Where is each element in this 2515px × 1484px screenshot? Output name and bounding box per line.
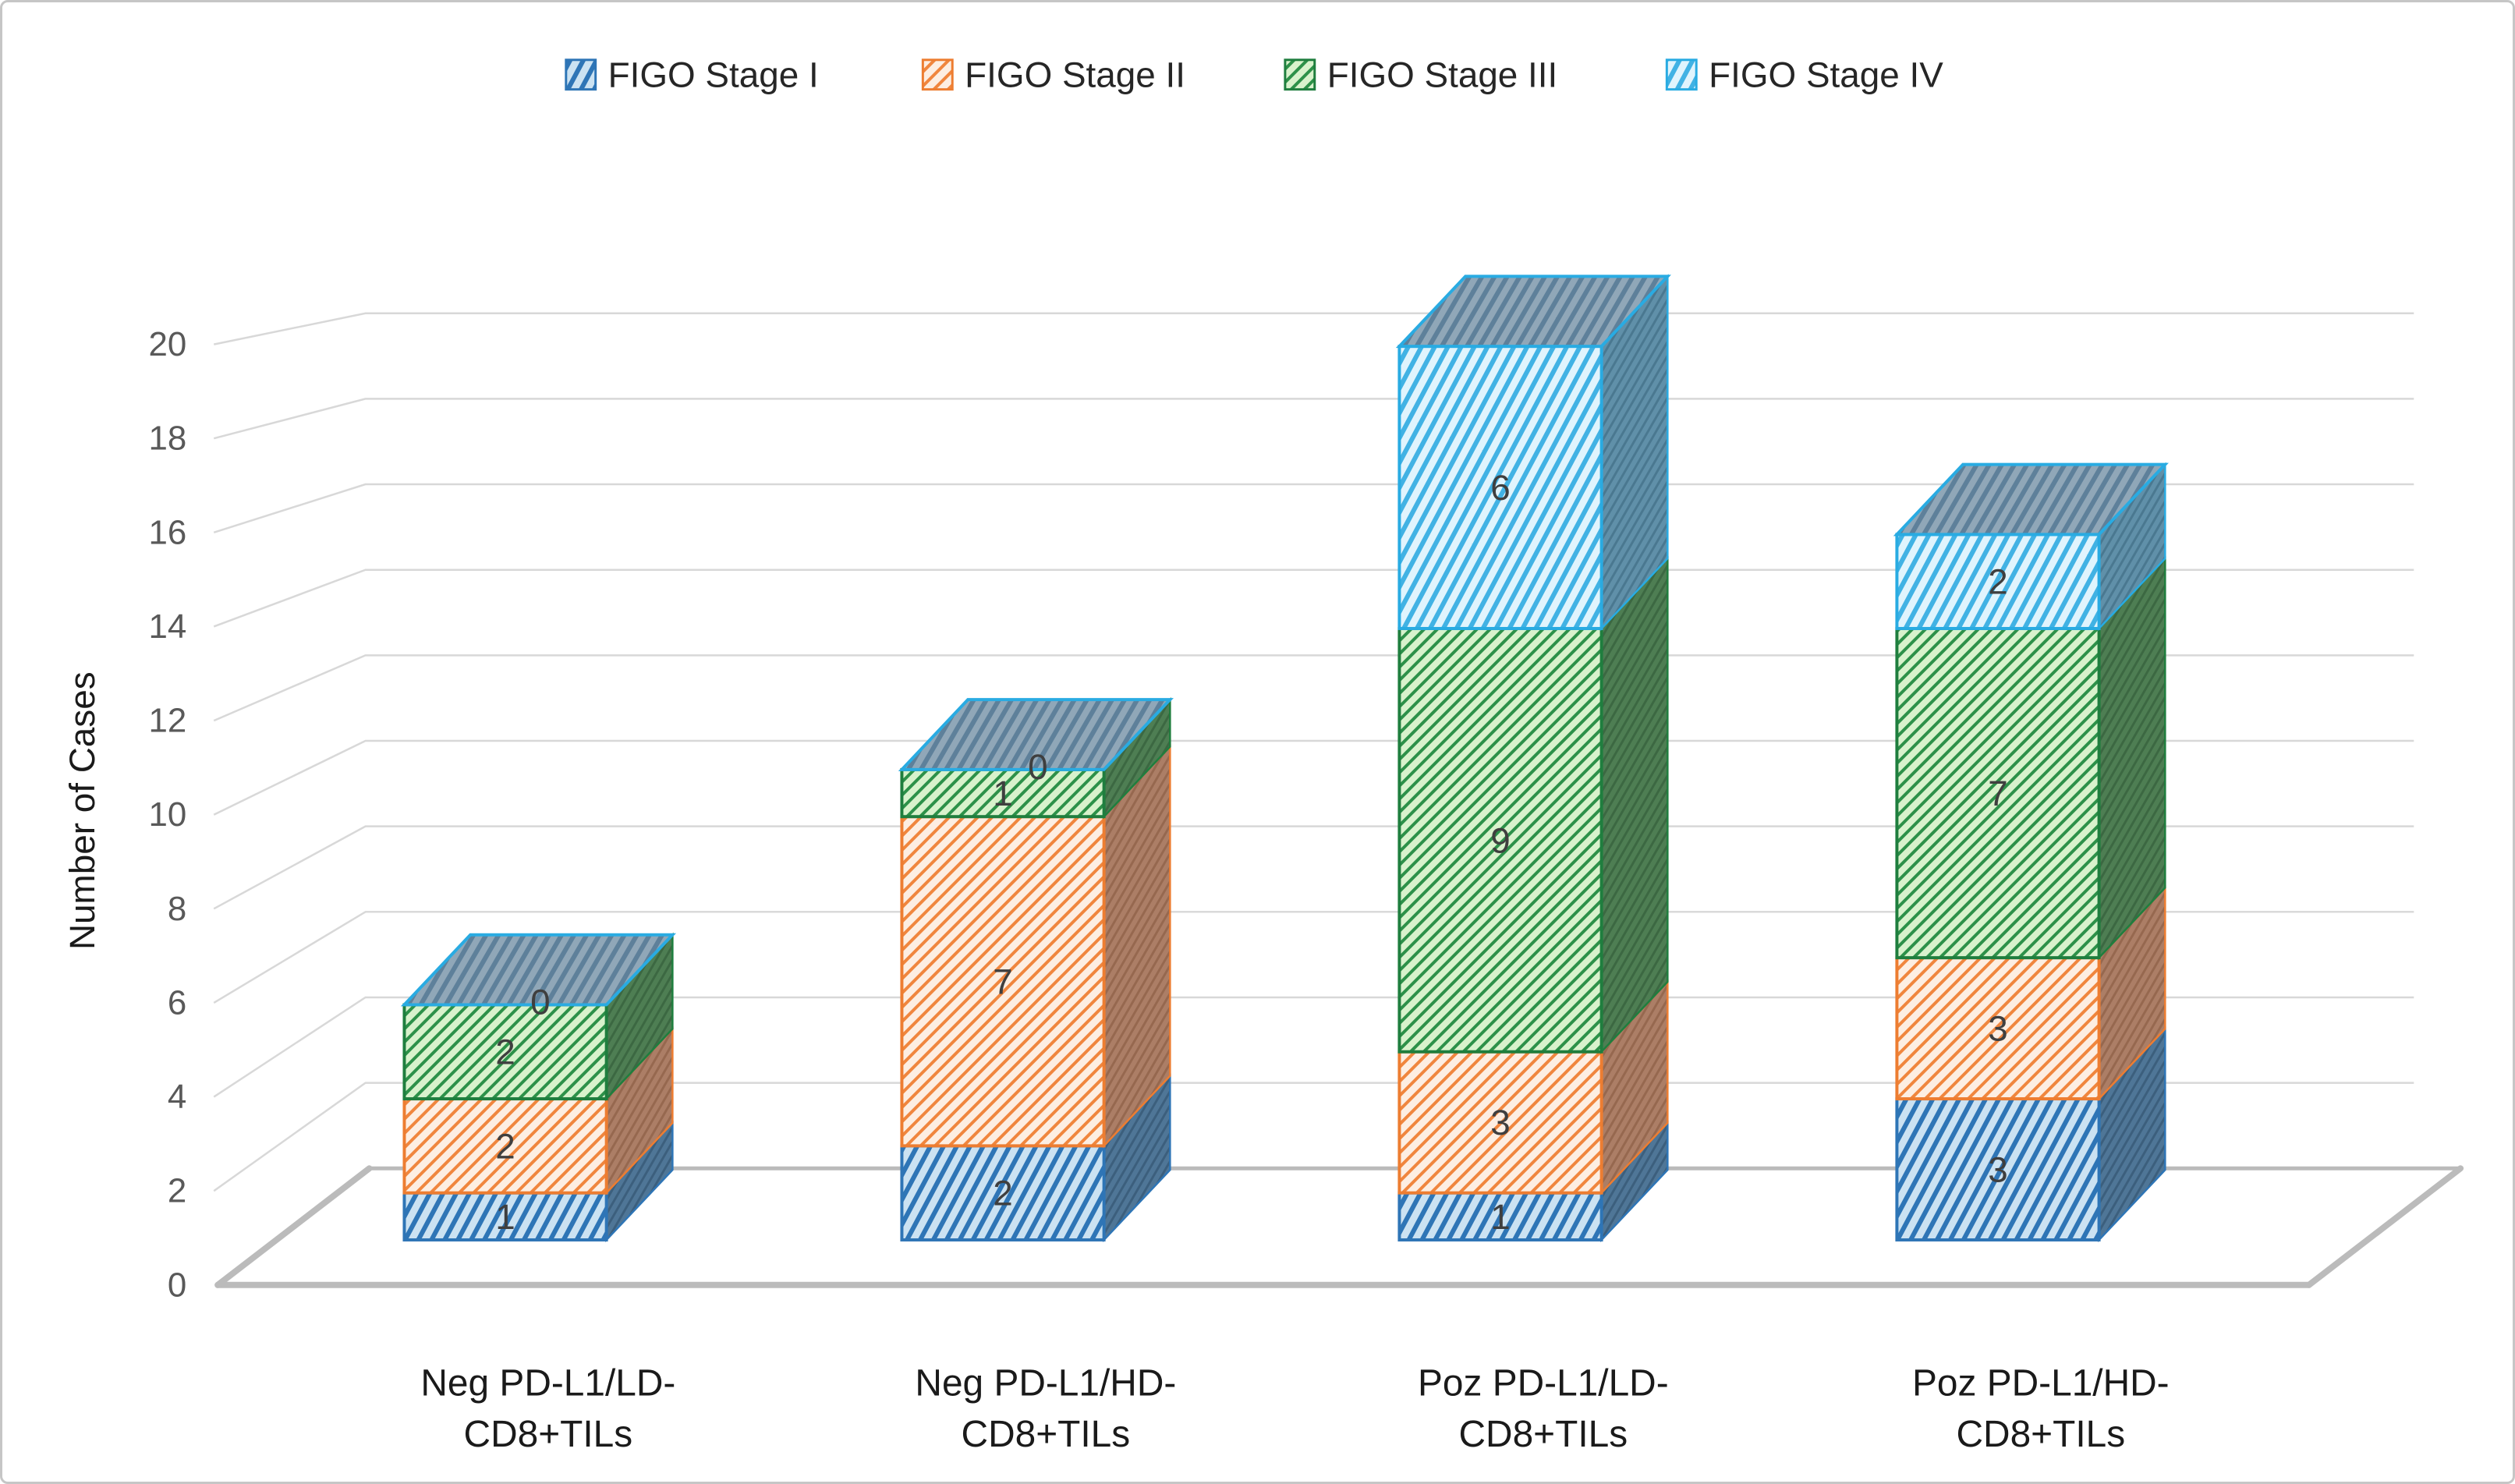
y-axis-title-layer: Number of Cases [62,671,102,950]
gridline [213,996,2414,1098]
floor-right-edge [2305,1165,2464,1288]
legend-swatch [565,58,597,91]
legend-label: FIGO Stage I [608,55,819,95]
gridline [213,483,2414,534]
legend-item-2: FIGO Stage II [921,55,1185,95]
legend-label: FIGO Stage III [1327,55,1558,95]
data-label: 9 [1490,820,1511,860]
bar-top-face [1395,274,1671,349]
y-axis-title: Number of Cases [62,671,102,950]
gridline [213,312,2414,345]
legend-swatch [1284,58,1316,91]
segment-front-face [1895,626,2101,960]
data-label: 3 [1988,1008,2008,1049]
x-axis-label-layer: Neg PD-L1/LD- CD8+TILs Neg PD-L1/HD- CD8+TI… [420,1362,2169,1455]
segment-side-face [1600,556,1669,1054]
gridline [213,568,2414,628]
bar-top-face [1893,462,2169,537]
y-axis-tick-label: 10 [149,795,187,834]
y-axis-tick-label: 6 [168,983,186,1022]
data-label: 0 [530,981,550,1022]
gridline [213,398,2414,440]
gridline-layer [213,312,2414,1192]
y-axis-tick-layer: 0 2 4 6 8 10 12 14 16 18 20 [149,325,187,1304]
segment-front-face [900,767,1106,819]
data-label: 2 [993,1173,1013,1213]
y-axis-tick-label: 18 [149,420,187,458]
data-label: 1 [993,773,1013,813]
data-label: 3 [1988,1149,2008,1190]
legend-swatch [1665,58,1698,91]
category-label-line1: Neg PD-L1/HD- [915,1362,1176,1404]
legend-label: FIGO Stage IV [1709,55,1943,95]
y-axis-tick-label: 2 [168,1172,186,1210]
segment-front-face [402,1003,608,1101]
legend-item-3: FIGO Stage III [1284,55,1558,95]
y-axis-tick-label: 20 [149,325,187,363]
data-label: 2 [495,1125,515,1166]
category-label-line2: CD8+TILs [962,1414,1131,1455]
legend-layer: FIGO Stage I FIGO Stage II FIGO Stage III F… [565,55,1943,95]
bar-2: 2 7 10 [898,697,1174,1243]
y-axis-tick-label: 8 [168,890,186,928]
segment-front-face [1895,533,2101,630]
segment-front-face [900,1144,1106,1241]
segment-front-face [1397,1050,1603,1195]
gridline [213,825,2414,910]
segment-front-face [402,1191,608,1241]
bar-4: 3 3 7 2 [1893,462,2169,1243]
segment-front-face [1397,626,1603,1054]
gridline [213,1082,2414,1192]
data-label: 2 [1988,561,2008,602]
segment-front-face [900,815,1106,1148]
data-label: 6 [1490,467,1511,508]
category-label-line2: CD8+TILs [1957,1414,2126,1455]
y-axis-tick-label: 4 [168,1078,186,1116]
legend-label: FIGO Stage II [965,55,1185,95]
bar-3: 1 3 9 6 [1395,274,1671,1243]
data-label: 1 [495,1196,515,1237]
category-label-line1: Neg PD-L1/LD- [420,1362,675,1404]
floor-left-edge [214,1165,373,1288]
data-label: 1 [1490,1196,1511,1237]
data-label: 2 [495,1032,515,1072]
y-axis-tick-label: 12 [149,702,187,740]
category-label-line2: CD8+TILs [464,1414,633,1455]
y-axis-tick-label: 14 [149,607,187,646]
gridline [213,739,2414,816]
gridline [213,654,2414,722]
legend-item-1: FIGO Stage I [565,55,819,95]
category-label-line1: Poz PD-L1/HD- [1912,1362,2170,1404]
category-label-line2: CD8+TILs [1459,1414,1628,1455]
legend-item-4: FIGO Stage IV [1665,55,1943,95]
data-label: 3 [1490,1102,1511,1142]
category-label-line1: Poz PD-L1/LD- [1418,1362,1669,1404]
y-axis-tick-label: 0 [168,1266,186,1304]
segment-front-face [1895,956,2101,1101]
data-label: 7 [993,961,1013,1001]
y-axis-tick-label: 16 [149,513,187,551]
data-label: 0 [1028,746,1048,787]
segment-front-face [1397,345,1603,630]
gridline [213,911,2414,1004]
legend-swatch [921,58,954,91]
data-label: 7 [1988,773,2008,813]
bar-top-face [898,698,1174,771]
bar-top-face [400,933,676,1007]
